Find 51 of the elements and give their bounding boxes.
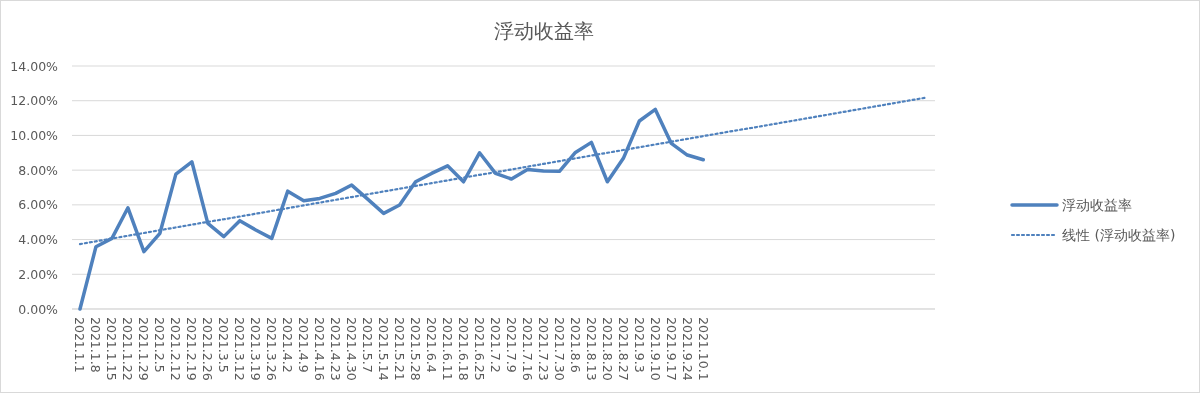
- x-tick-label: 2021.3.19: [248, 317, 264, 381]
- x-tick-label: 2021.8.20: [599, 317, 615, 381]
- x-tick-label: 2021.8.13: [583, 317, 599, 381]
- x-tick-label: 2021.2.5: [152, 317, 168, 373]
- x-tick-label: 2021.7.16: [519, 317, 535, 381]
- y-tick-label: 10.00%: [10, 127, 59, 143]
- x-tick-label: 2021.4.23: [328, 317, 344, 381]
- x-tick-label: 2021.7.9: [503, 317, 519, 373]
- x-tick-label: 2021.6.11: [440, 317, 456, 381]
- y-tick-label: 0.00%: [18, 301, 59, 317]
- x-tick-label: 2021.6.4: [424, 317, 440, 373]
- x-tick-label: 2021.9.24: [679, 317, 695, 381]
- x-tick-label: 2021.3.26: [264, 317, 280, 381]
- x-tick-label: 2021.7.23: [535, 317, 551, 381]
- legend-label: 线性 (浮动收益率): [1062, 227, 1176, 243]
- x-tick-label: 2021.4.30: [344, 317, 360, 381]
- x-tick-label: 2021.3.5: [216, 317, 232, 373]
- x-tick-label: 2021.2.12: [168, 317, 184, 381]
- x-tick-label: 2021.4.16: [312, 317, 328, 381]
- x-tick-label: 2021.9.17: [663, 317, 679, 381]
- x-tick-label: 2021.1.1: [72, 317, 88, 373]
- x-tick-label: 2021.9.10: [647, 317, 663, 381]
- x-tick-label: 2021.6.25: [472, 317, 488, 381]
- y-tick-label: 14.00%: [10, 58, 59, 74]
- legend-label: 浮动收益率: [1062, 197, 1132, 213]
- x-tick-label: 2021.6.18: [456, 317, 472, 381]
- x-tick-label: 2021.5.28: [408, 317, 424, 381]
- y-tick-label: 4.00%: [18, 232, 59, 248]
- x-tick-label: 2021.3.12: [232, 317, 248, 381]
- x-tick-label: 2021.1.29: [136, 317, 152, 381]
- chart-title: 浮动收益率: [493, 19, 594, 43]
- x-tick-label: 2021.4.2: [280, 317, 296, 373]
- x-tick-label: 2021.5.7: [360, 317, 376, 373]
- y-tick-label: 6.00%: [18, 197, 59, 213]
- x-tick-label: 2021.9.3: [631, 317, 647, 373]
- x-tick-label: 2021.2.26: [200, 317, 216, 381]
- x-tick-label: 2021.5.21: [392, 317, 408, 381]
- y-tick-label: 12.00%: [10, 93, 59, 109]
- x-tick-label: 2021.4.9: [296, 317, 312, 373]
- x-tick-label: 2021.2.19: [184, 317, 200, 381]
- x-tick-label: 2021.1.22: [120, 317, 136, 381]
- y-tick-label: 8.00%: [18, 162, 59, 178]
- x-tick-label: 2021.10.1: [695, 317, 711, 381]
- x-tick-label: 2021.7.2: [488, 317, 504, 373]
- x-tick-label: 2021.8.27: [615, 317, 631, 381]
- x-tick-label: 2021.5.14: [376, 317, 392, 381]
- x-tick-label: 2021.7.30: [551, 317, 567, 381]
- x-tick-label: 2021.8.6: [567, 317, 583, 373]
- x-tick-label: 2021.1.15: [104, 317, 120, 381]
- x-tick-label: 2021.1.8: [88, 317, 104, 373]
- y-tick-label: 2.00%: [18, 266, 59, 282]
